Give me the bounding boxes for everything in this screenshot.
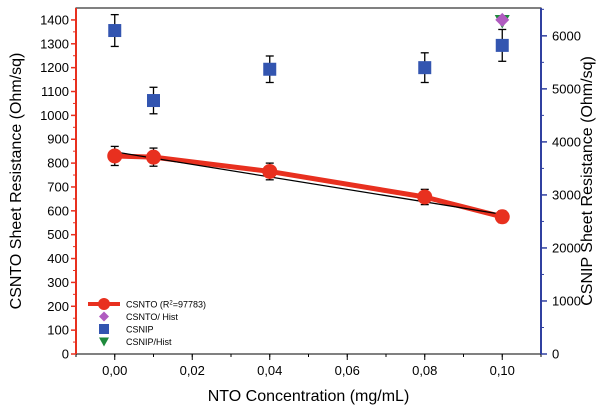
point-csnip bbox=[147, 94, 160, 108]
y-left-tick-label: 1300 bbox=[40, 36, 69, 51]
x-tick-label: 0,00 bbox=[102, 363, 127, 378]
y-left-tick-label: 400 bbox=[47, 251, 69, 266]
legend-marker-csnip bbox=[99, 324, 109, 334]
legend-label-csnip: CSNIP bbox=[126, 325, 154, 335]
y-right-tick-label: 5000 bbox=[552, 81, 581, 96]
x-axis-label: NTO Concentration (mg/mL) bbox=[208, 388, 410, 405]
legend-marker-csnto bbox=[98, 298, 110, 310]
y-left-tick-label: 500 bbox=[47, 227, 69, 242]
fit-line-layer bbox=[114, 151, 503, 216]
legend-label-csnip_hist: CSNIP/Hist bbox=[126, 337, 172, 347]
point-csnip bbox=[495, 38, 509, 52]
y-right-tick-label: 0 bbox=[552, 347, 559, 362]
legend-marker-csnip_hist bbox=[99, 337, 109, 347]
y-right-tick-label: 1000 bbox=[552, 293, 581, 308]
point-csnip bbox=[418, 61, 432, 75]
y-left-tick-label: 1000 bbox=[40, 108, 69, 123]
y-left-tick-label: 100 bbox=[47, 323, 69, 338]
y-axis-label-left: CSNTO Sheet Resistance (Ohm/sq) bbox=[8, 53, 25, 310]
x-tick-label: 0,02 bbox=[180, 363, 205, 378]
y-left-tick-label: 900 bbox=[47, 132, 69, 147]
y-right-tick-label: 2000 bbox=[552, 240, 581, 255]
series-layer bbox=[114, 153, 503, 220]
y-right-tick-label: 3000 bbox=[552, 187, 581, 202]
point-csnto bbox=[146, 149, 161, 165]
x-ticks: 0,00 0,02 0,04 0,06 0,08 0,10 bbox=[75, 354, 542, 378]
y-axis-label-right: CSNIP Sheet Resistance (Ohm/sq) bbox=[579, 56, 596, 306]
legend-marker-csnto_hist bbox=[99, 311, 109, 322]
y-left-tick-label: 300 bbox=[47, 275, 69, 290]
point-csnto bbox=[417, 189, 433, 205]
series-line-csnto bbox=[114, 153, 503, 220]
linear-fit-line bbox=[114, 151, 503, 216]
y-left-tick-label: 600 bbox=[47, 203, 69, 218]
y-left-tick-label: 0 bbox=[62, 347, 69, 362]
y-left-tick-label: 700 bbox=[47, 179, 69, 194]
y-right-tick-label: 6000 bbox=[552, 28, 581, 43]
points-layer bbox=[107, 12, 510, 225]
y-left-tick-label: 1400 bbox=[40, 12, 69, 27]
point-csnto_hist bbox=[495, 12, 510, 27]
y-right-ticks: 0 1000 2000 3000 4000 5000 6000 bbox=[541, 8, 581, 362]
point-csnip bbox=[108, 24, 122, 38]
x-tick-label: 0,08 bbox=[412, 363, 437, 378]
point-csnto bbox=[107, 148, 123, 164]
legend-label-csnto: CSNTO (R2=97783) bbox=[126, 300, 206, 310]
y-right-tick-label: 4000 bbox=[552, 134, 581, 149]
y-left-tick-label: 1100 bbox=[41, 84, 69, 99]
legend: CSNTO (R2=97783) CSNTO/ Hist CSNIP CSNIP/Hi… bbox=[88, 298, 206, 347]
point-csnto bbox=[262, 163, 278, 179]
y-left-tick-label: 1200 bbox=[40, 60, 69, 75]
point-csnip bbox=[263, 62, 277, 76]
x-tick-label: 0,04 bbox=[257, 363, 282, 378]
point-csnto bbox=[494, 209, 510, 225]
x-tick-label: 0,10 bbox=[490, 363, 515, 378]
y-left-tick-label: 200 bbox=[47, 299, 69, 314]
y-left-ticks: 0 100 200 300 400 500 600 700 800 900 1000 1100 1200… bbox=[40, 12, 76, 362]
legend-label-csnto_hist: CSNTO/ Hist bbox=[126, 312, 178, 322]
x-tick-label: 0,06 bbox=[335, 363, 360, 378]
y-left-tick-label: 800 bbox=[47, 156, 69, 171]
